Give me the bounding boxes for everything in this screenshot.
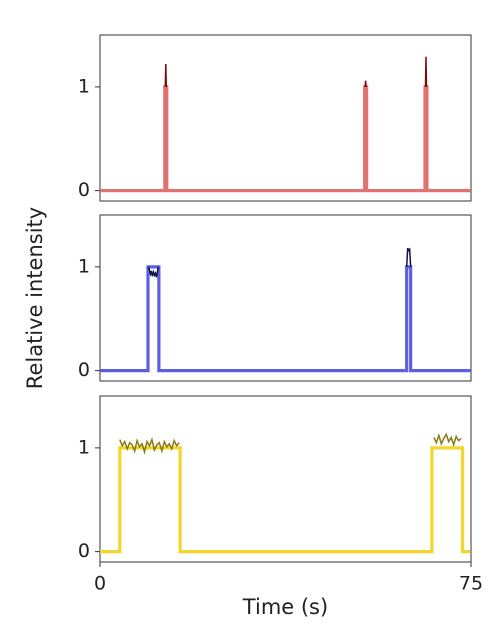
line-series xyxy=(147,247,412,278)
x-axis-label: Time (s) xyxy=(242,595,328,619)
line-series xyxy=(100,446,471,554)
y-tick-label: 1 xyxy=(78,436,90,458)
line-series xyxy=(119,432,462,455)
y-tick-label: 0 xyxy=(78,540,90,562)
y-tick-label: 0 xyxy=(78,359,90,381)
plot-frame xyxy=(99,34,472,202)
x-tick-label: 75 xyxy=(459,573,483,595)
y-tick-label: 0 xyxy=(78,179,90,201)
plot-frame xyxy=(99,395,472,563)
y-axis-label: Relative intensity xyxy=(23,207,47,389)
y-tick-label: 1 xyxy=(78,75,90,97)
line-series xyxy=(164,56,428,87)
x-tick-label: 0 xyxy=(94,573,106,595)
plot-frame xyxy=(99,214,472,382)
line-series xyxy=(100,265,471,373)
y-tick-label: 1 xyxy=(78,255,90,277)
line-series xyxy=(100,85,471,193)
